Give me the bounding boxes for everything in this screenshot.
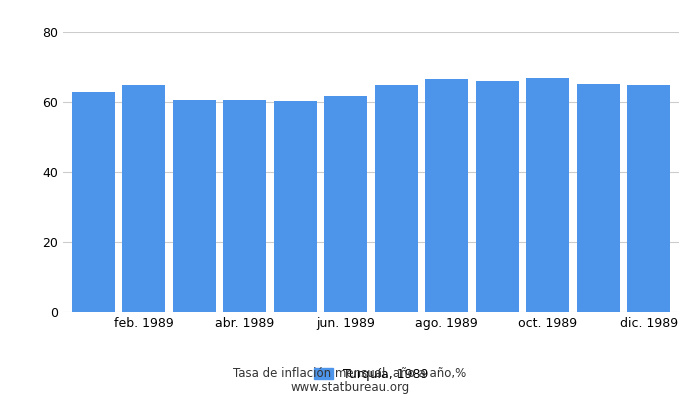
Bar [627, 85, 670, 312]
Bar [374, 85, 418, 312]
Bar [173, 100, 216, 312]
Text: www.statbureau.org: www.statbureau.org [290, 382, 410, 394]
Bar [577, 84, 620, 312]
Bar [476, 81, 519, 312]
Bar [122, 84, 165, 312]
Bar [72, 92, 115, 312]
Bar [274, 101, 316, 312]
Bar [223, 100, 266, 312]
Bar [426, 79, 468, 312]
Bar [526, 78, 569, 312]
Legend: Turquía, 1989: Turquía, 1989 [309, 363, 433, 386]
Text: Tasa de inflación mensual, año a año,%: Tasa de inflación mensual, año a año,% [233, 368, 467, 380]
Bar [324, 96, 368, 312]
